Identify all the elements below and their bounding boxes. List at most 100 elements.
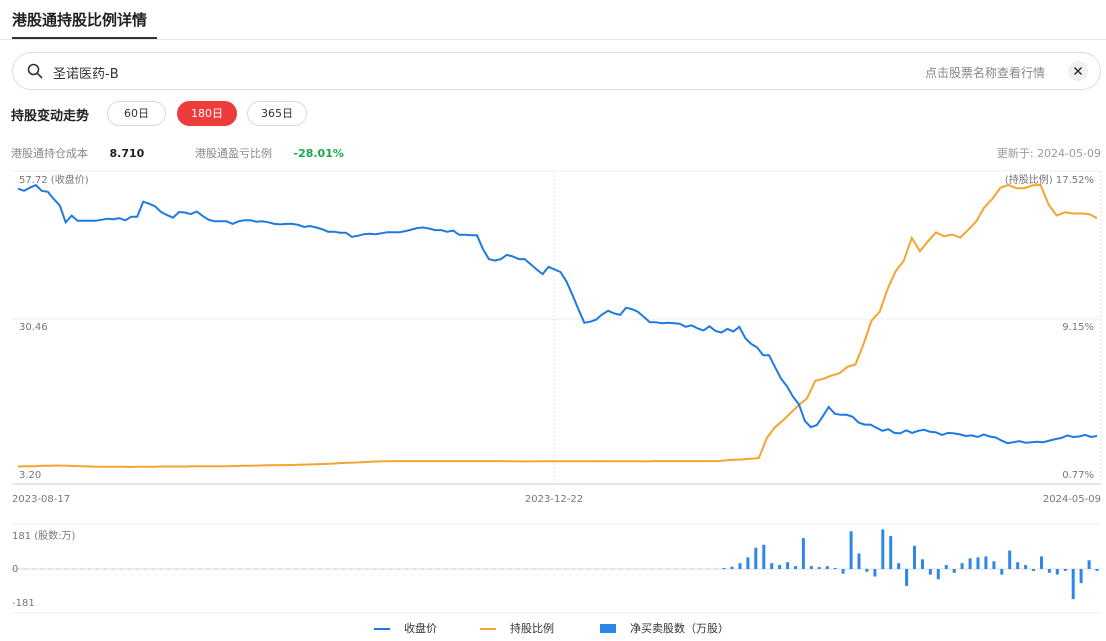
period-180-button[interactable]: 180日 xyxy=(177,101,237,126)
flow-bar xyxy=(127,568,131,570)
flow-bar xyxy=(16,568,20,570)
flow-bar xyxy=(849,531,853,569)
x-label-mid: 2023-12-22 xyxy=(525,494,583,505)
flow-bar xyxy=(913,545,916,569)
flow-bar xyxy=(286,568,290,570)
flow-bar xyxy=(516,568,520,570)
period-60-button[interactable]: 60日 xyxy=(107,101,166,126)
period-365-button[interactable]: 365日 xyxy=(247,101,307,126)
flow-bar xyxy=(262,568,266,570)
flow-bar xyxy=(476,568,480,570)
flow-axis-top-label: 181 (股数:万) xyxy=(12,529,76,542)
flow-bar xyxy=(928,569,932,575)
flow-bar xyxy=(278,568,282,570)
flow-bar xyxy=(540,568,544,570)
pnl-label: 港股通盈亏比例 xyxy=(195,147,272,160)
flow-bar xyxy=(762,544,766,569)
flow-bar xyxy=(429,568,433,570)
flow-bar xyxy=(103,568,107,570)
flow-bar xyxy=(222,568,226,570)
flow-bar xyxy=(690,568,694,570)
flow-bar xyxy=(159,568,163,570)
flow-bar xyxy=(365,568,369,570)
flow-bar xyxy=(80,568,83,570)
flow-bar xyxy=(413,568,417,570)
flow-bar xyxy=(1095,569,1099,571)
flow-bar xyxy=(421,568,425,570)
flow-bar xyxy=(444,568,448,570)
flow-bar xyxy=(603,568,607,570)
flow-bar xyxy=(968,558,972,569)
updated-value: 2024-05-09 xyxy=(1037,147,1101,160)
flow-bar xyxy=(246,568,250,570)
flow-bar xyxy=(706,568,710,570)
flow-bar xyxy=(841,569,845,574)
search-hint[interactable]: 点击股票名称查看行情 xyxy=(924,66,1045,80)
flow-bar xyxy=(1047,569,1051,573)
flow-bar xyxy=(206,568,210,570)
pnl-value: -28.01% xyxy=(293,147,344,160)
chart-canvas[interactable]: 57.72 (收盘价) 30.46 3.20 (持股比例) 17.52% 9.1… xyxy=(0,165,1106,615)
flow-bar xyxy=(952,569,956,573)
legend-swatch-ratio xyxy=(480,628,496,630)
flow-bar xyxy=(1079,569,1083,584)
flow-bar xyxy=(508,568,512,570)
left-axis-top-label: 57.72 (收盘价) xyxy=(19,173,89,186)
flow-bar xyxy=(381,568,385,570)
holding-chart[interactable]: 57.72 (收盘价) 30.46 3.20 (持股比例) 17.52% 9.1… xyxy=(0,165,1106,615)
flow-bar xyxy=(48,568,52,570)
legend-label-flow: 净买卖股数（万股） xyxy=(630,622,729,635)
clear-button[interactable] xyxy=(1068,61,1088,81)
flow-bar xyxy=(72,568,75,570)
flow-bar xyxy=(191,568,194,570)
flow-bar xyxy=(833,568,837,569)
stock-search-box[interactable]: 圣诺医药-B 点击股票名称查看行情 xyxy=(12,52,1101,90)
flow-bar xyxy=(183,568,187,570)
flow-bar xyxy=(397,568,401,570)
legend-item-price[interactable]: 收盘价 xyxy=(374,620,437,636)
flow-bar xyxy=(619,568,623,570)
flow-bar xyxy=(714,568,718,570)
flow-bar xyxy=(452,568,456,570)
flow-bar xyxy=(857,553,861,569)
flow-bar xyxy=(294,568,298,570)
legend-item-flow[interactable]: 净买卖股数（万股） xyxy=(600,620,729,636)
flow-bar xyxy=(1071,569,1075,600)
flow-bar xyxy=(349,568,353,570)
flow-bar xyxy=(389,568,393,570)
flow-axis-bottom-label: -181 xyxy=(12,598,35,609)
flow-bar xyxy=(468,568,472,570)
flow-bar xyxy=(357,568,361,570)
flow-bar xyxy=(587,568,591,570)
search-input[interactable]: 圣诺医药-B xyxy=(53,67,119,82)
flow-bar xyxy=(143,568,147,570)
legend-item-ratio[interactable]: 持股比例 xyxy=(480,620,554,636)
flow-bar xyxy=(135,568,139,570)
flow-bar xyxy=(167,568,171,570)
x-label-end: 2024-05-09 xyxy=(1043,494,1101,505)
cost-value: 8.710 xyxy=(109,147,145,160)
flow-bar xyxy=(1008,550,1012,569)
flow-bar xyxy=(651,568,655,570)
flow-bar xyxy=(754,547,758,569)
flow-bar xyxy=(801,538,805,569)
cost-label: 港股通持仓成本 xyxy=(11,147,88,160)
flow-bar xyxy=(1016,562,1020,569)
close-icon xyxy=(1073,66,1083,76)
flow-bar xyxy=(746,557,750,569)
flow-bar xyxy=(230,568,234,570)
flow-bar xyxy=(675,568,678,570)
flow-bar xyxy=(643,568,647,570)
flow-bar xyxy=(333,568,337,570)
flow-bar xyxy=(318,568,321,570)
flow-bar xyxy=(825,566,829,569)
flow-bar xyxy=(595,568,599,570)
flow-bar xyxy=(794,566,797,569)
flow-bar xyxy=(532,568,536,570)
flow-bar xyxy=(786,562,790,569)
flow-bar xyxy=(254,568,258,570)
title-divider xyxy=(0,39,1106,40)
flow-bar xyxy=(87,568,91,570)
flow-bar xyxy=(310,568,314,570)
flow-bar xyxy=(325,568,329,570)
